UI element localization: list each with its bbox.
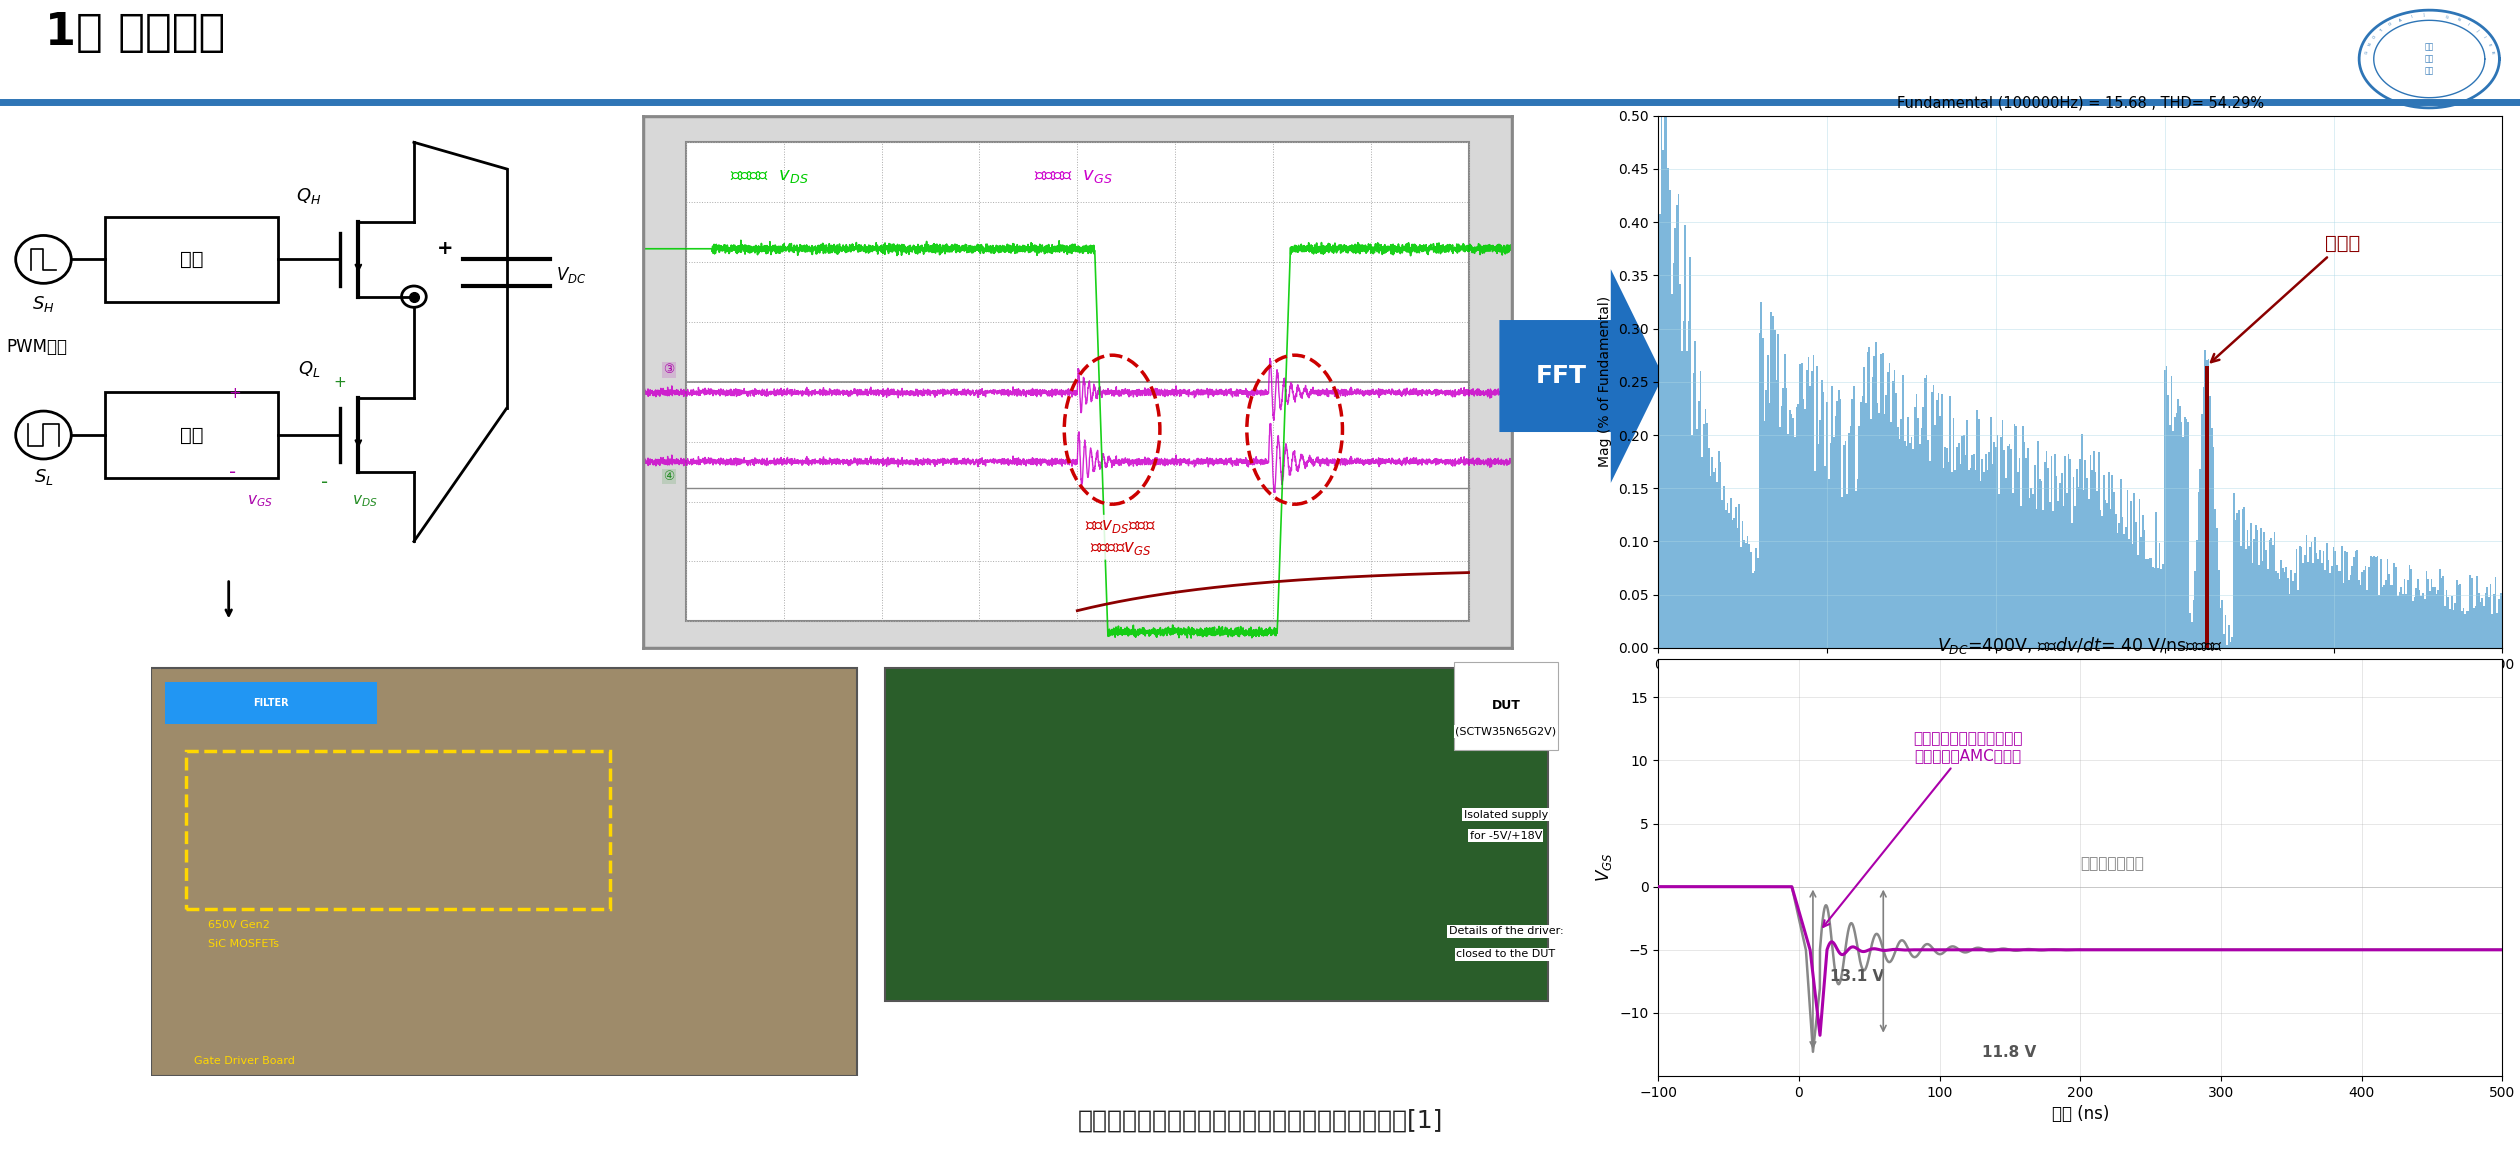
Text: 交通: 交通: [2424, 54, 2434, 64]
Text: 11.8 V: 11.8 V: [1981, 1045, 2036, 1060]
Text: Details of the driver:: Details of the driver:: [1449, 927, 1562, 936]
Text: ④: ④: [663, 470, 675, 482]
Text: $S_H$: $S_H$: [33, 294, 55, 314]
Title: $V_{DC}$=400V, 负向$dv/dt$= 40 V/ns条件下：: $V_{DC}$=400V, 负向$dv/dt$= 40 V/ns条件下：: [1938, 635, 2223, 656]
Text: closed to the DUT: closed to the DUT: [1457, 949, 1555, 959]
Text: DUT: DUT: [1492, 700, 1520, 713]
Text: T: T: [2379, 28, 2384, 32]
Text: (SCTW35N65G2V): (SCTW35N65G2V): [1457, 727, 1557, 737]
Text: 漏源电压  $v_{DS}$: 漏源电压 $v_{DS}$: [731, 167, 809, 185]
FancyBboxPatch shape: [166, 683, 378, 724]
Text: B: B: [2490, 51, 2495, 54]
Text: I: I: [2467, 23, 2470, 27]
Text: N: N: [2369, 43, 2371, 46]
Text: PWM信号: PWM信号: [8, 338, 68, 356]
Title: Fundamental (100000Hz) = 15.68 , THD= 54.29%: Fundamental (100000Hz) = 15.68 , THD= 54…: [1898, 95, 2263, 110]
Text: A: A: [2399, 17, 2402, 22]
Text: 谐振峰: 谐振峰: [2210, 234, 2361, 362]
Text: Isolated supply: Isolated supply: [1464, 810, 1547, 820]
Text: 大学: 大学: [2424, 67, 2434, 75]
Text: O: O: [2371, 35, 2376, 39]
Bar: [2205, 366, 2208, 648]
Text: $Q_L$: $Q_L$: [297, 359, 320, 379]
FancyBboxPatch shape: [685, 142, 1469, 621]
Y-axis label: $V_{GS}$: $V_{GS}$: [1593, 853, 1613, 883]
Text: $v_{DS}$: $v_{DS}$: [353, 493, 378, 509]
Text: E: E: [2487, 43, 2490, 46]
Text: 驱动: 驱动: [179, 426, 204, 444]
Text: 650V Gen2: 650V Gen2: [207, 920, 270, 930]
Text: 1、 研究背景: 1、 研究背景: [45, 10, 227, 54]
Text: -: -: [323, 473, 328, 492]
Text: FFT: FFT: [1537, 364, 1588, 388]
FancyBboxPatch shape: [151, 668, 857, 1076]
Text: 驱动: 驱动: [179, 250, 204, 268]
Text: $V_{DC}$: $V_{DC}$: [557, 265, 587, 286]
Text: 通过前馈控制栅极电压抑制
寄生振荡（AMC技术）: 通过前馈控制栅极电压抑制 寄生振荡（AMC技术）: [1822, 731, 2024, 927]
Text: 栅源电压  $v_{GS}$: 栅源电压 $v_{GS}$: [1033, 167, 1114, 185]
Text: 栅压稳定性与开关性能协同优化方面还有一定难度[1]: 栅压稳定性与开关性能协同优化方面还有一定难度[1]: [1079, 1108, 1441, 1133]
Text: $Q_H$: $Q_H$: [297, 186, 323, 206]
Text: 高速$v_{DS}$变化下
受干扰的$v_{GS}$: 高速$v_{DS}$变化下 受干扰的$v_{GS}$: [1086, 517, 1157, 558]
Text: 不控制栅极电压: 不控制栅极电压: [2082, 856, 2145, 871]
Text: $v_{GS}$: $v_{GS}$: [247, 493, 272, 509]
FancyBboxPatch shape: [885, 668, 1547, 1001]
Text: N: N: [2457, 17, 2460, 22]
X-axis label: Harmonic order: Harmonic order: [2016, 677, 2145, 695]
Text: $S_L$: $S_L$: [33, 467, 53, 487]
Text: 北京: 北京: [2424, 43, 2434, 51]
Text: G: G: [2364, 51, 2369, 54]
Text: +: +: [229, 385, 242, 400]
FancyBboxPatch shape: [106, 216, 277, 302]
Text: +: +: [333, 375, 345, 390]
Text: 13.1 V: 13.1 V: [1830, 970, 1885, 985]
Text: Gate Driver Board: Gate Driver Board: [194, 1055, 295, 1066]
Text: O: O: [2389, 22, 2394, 27]
Y-axis label: Mag (% of Fundamental): Mag (% of Fundamental): [1598, 296, 1613, 467]
Text: ③: ③: [663, 363, 675, 376]
X-axis label: 时间 (ns): 时间 (ns): [2051, 1105, 2109, 1123]
Text: J: J: [2475, 29, 2480, 32]
FancyBboxPatch shape: [106, 392, 277, 478]
Text: I: I: [2482, 36, 2485, 38]
Text: G: G: [2444, 15, 2449, 20]
Text: FILTER: FILTER: [255, 698, 290, 708]
Polygon shape: [1499, 270, 1663, 482]
Text: -: -: [229, 463, 237, 481]
Text: +: +: [436, 239, 454, 258]
Text: for -5V/+18V: for -5V/+18V: [1469, 831, 1542, 841]
Text: SiC MOSFETs: SiC MOSFETs: [207, 938, 280, 949]
